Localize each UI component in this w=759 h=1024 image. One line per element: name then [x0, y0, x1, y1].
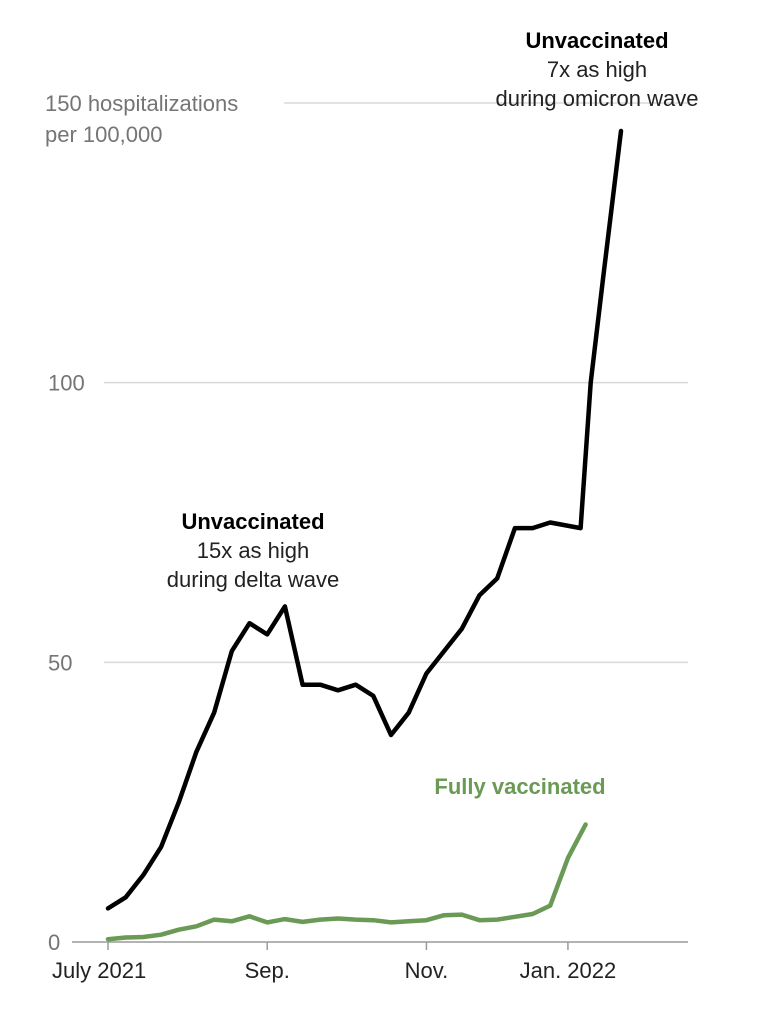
- y-axis-label: per 100,000: [45, 122, 162, 147]
- annotation-title: Unvaccinated: [181, 509, 324, 534]
- y-axis-label: 150 hospitalizations: [45, 91, 238, 116]
- y-tick-label: 50: [48, 650, 72, 675]
- annotation-text: 7x as high: [547, 57, 647, 82]
- annotation-title: Unvaccinated: [525, 28, 668, 53]
- annotations: Unvaccinated 7x as high during omicron wav…: [167, 28, 699, 799]
- annotation-text: 15x as high: [197, 538, 310, 563]
- gridlines: [72, 102, 688, 943]
- x-tick-label: July 2021: [52, 958, 146, 983]
- x-tick-label: Jan. 2022: [520, 958, 617, 983]
- y-tick-label: 100: [48, 371, 85, 396]
- annotation-title: Fully vaccinated: [434, 774, 605, 799]
- x-tick-label: Sep.: [245, 958, 290, 983]
- x-axis-ticks: July 2021 Sep. Nov. Jan. 2022: [52, 942, 616, 983]
- annotation-omicron: Unvaccinated 7x as high during omicron wav…: [496, 28, 699, 111]
- annotation-text: during omicron wave: [496, 86, 699, 111]
- annotation-vaccinated: Fully vaccinated: [434, 774, 605, 799]
- annotation-delta: Unvaccinated 15x as high during delta wave: [167, 509, 339, 592]
- series-lines: [105, 128, 624, 942]
- annotation-text: during delta wave: [167, 567, 339, 592]
- series-line-fully-vaccinated: [105, 822, 588, 942]
- series-line-unvaccinated: [105, 128, 624, 911]
- x-tick-label: Nov.: [405, 958, 449, 983]
- y-axis-ticks: 0 50 100 150 hospitalizations per 100,000: [45, 91, 238, 955]
- y-tick-label: 0: [48, 930, 60, 955]
